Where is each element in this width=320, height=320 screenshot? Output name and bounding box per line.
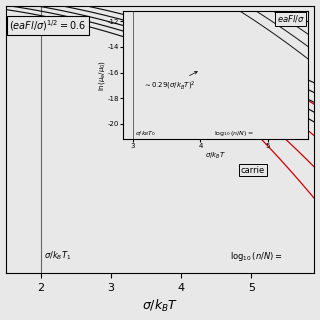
Text: carrie: carrie (241, 166, 265, 175)
Text: $\sigma/k_B T_1$: $\sigma/k_B T_1$ (44, 250, 72, 262)
Text: $(eaFl/\sigma)^{1/2}=0.6$: $(eaFl/\sigma)^{1/2}=0.6$ (9, 18, 86, 33)
Text: $\log_{10}(n/N)=$: $\log_{10}(n/N)=$ (230, 250, 283, 263)
X-axis label: $\sigma/k_B T$: $\sigma/k_B T$ (142, 298, 178, 315)
Text: $eaFl/\sigma$: $eaFl/\sigma$ (267, 20, 299, 33)
